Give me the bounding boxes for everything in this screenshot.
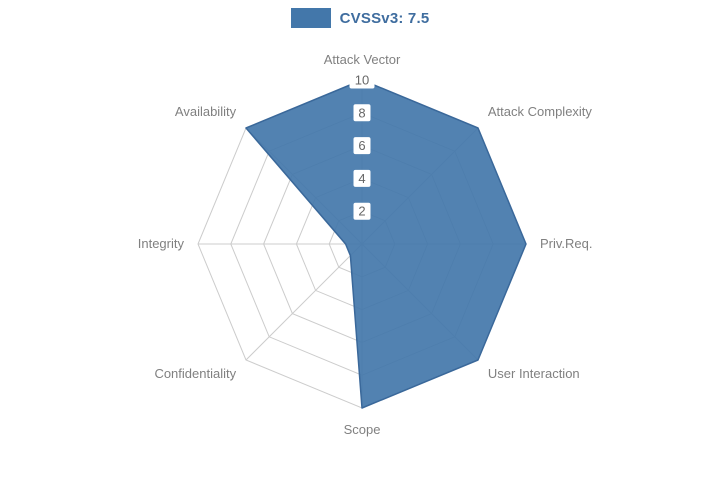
axis-label-priv-req-: Priv.Req. bbox=[540, 236, 593, 251]
axis-label-attack-vector: Attack Vector bbox=[324, 52, 401, 67]
radar-series-polygon bbox=[245, 79, 527, 409]
tick-label-bg bbox=[353, 169, 371, 187]
tick-label: 6 bbox=[358, 138, 365, 153]
axis-label-attack-complexity: Attack Complexity bbox=[488, 104, 593, 119]
tick-label-bg bbox=[353, 104, 371, 122]
legend-swatch bbox=[290, 8, 331, 28]
tick-label: 4 bbox=[358, 171, 365, 186]
tick-label: 8 bbox=[358, 105, 365, 120]
tick-label: 2 bbox=[358, 204, 365, 219]
legend-label: CVSSv3: 7.5 bbox=[339, 9, 430, 27]
radar-tick-labels: 2 4 6 8 10 bbox=[349, 71, 375, 220]
tick-label-bg bbox=[353, 137, 371, 155]
tick-label: 10 bbox=[355, 73, 369, 88]
axis-label-confidentiality: Confidentiality bbox=[154, 366, 236, 381]
axis-label-availability: Availability bbox=[175, 104, 237, 119]
axis-label-user-interaction: User Interaction bbox=[488, 366, 580, 381]
chart-legend[interactable]: CVSSv3: 7.5 bbox=[0, 8, 720, 28]
axis-label-scope: Scope bbox=[344, 422, 381, 437]
radar-axis-labels: Attack Vector Attack Complexity Priv.Req. U… bbox=[138, 52, 593, 437]
axis-label-integrity: Integrity bbox=[138, 236, 185, 251]
tick-label-bg bbox=[353, 202, 371, 220]
tick-label-bg bbox=[349, 71, 375, 89]
